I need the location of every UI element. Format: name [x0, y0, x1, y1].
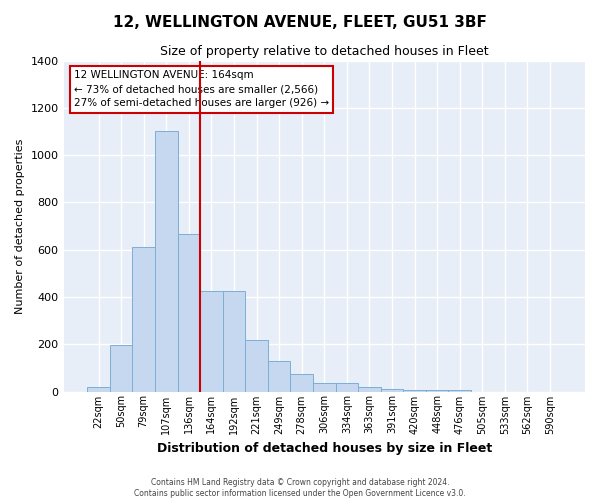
Title: Size of property relative to detached houses in Fleet: Size of property relative to detached ho…	[160, 45, 488, 58]
Bar	[268, 361, 290, 392]
Bar	[381, 389, 403, 392]
Text: 12, WELLINGTON AVENUE, FLEET, GU51 3BF: 12, WELLINGTON AVENUE, FLEET, GU51 3BF	[113, 15, 487, 30]
Bar	[313, 383, 335, 392]
Text: Contains HM Land Registry data © Crown copyright and database right 2024.
Contai: Contains HM Land Registry data © Crown c…	[134, 478, 466, 498]
Bar	[426, 390, 448, 392]
Bar	[87, 387, 110, 392]
Bar	[335, 383, 358, 392]
Y-axis label: Number of detached properties: Number of detached properties	[15, 138, 25, 314]
Bar	[133, 248, 155, 392]
X-axis label: Distribution of detached houses by size in Fleet: Distribution of detached houses by size …	[157, 442, 492, 455]
Bar	[223, 291, 245, 392]
Bar	[178, 234, 200, 392]
Bar	[290, 374, 313, 392]
Bar	[110, 346, 133, 392]
Bar	[448, 390, 471, 392]
Bar	[358, 387, 381, 392]
Bar	[403, 390, 426, 392]
Bar	[245, 340, 268, 392]
Bar	[200, 291, 223, 392]
Bar	[155, 132, 178, 392]
Text: 12 WELLINGTON AVENUE: 164sqm
← 73% of detached houses are smaller (2,566)
27% of: 12 WELLINGTON AVENUE: 164sqm ← 73% of de…	[74, 70, 329, 108]
